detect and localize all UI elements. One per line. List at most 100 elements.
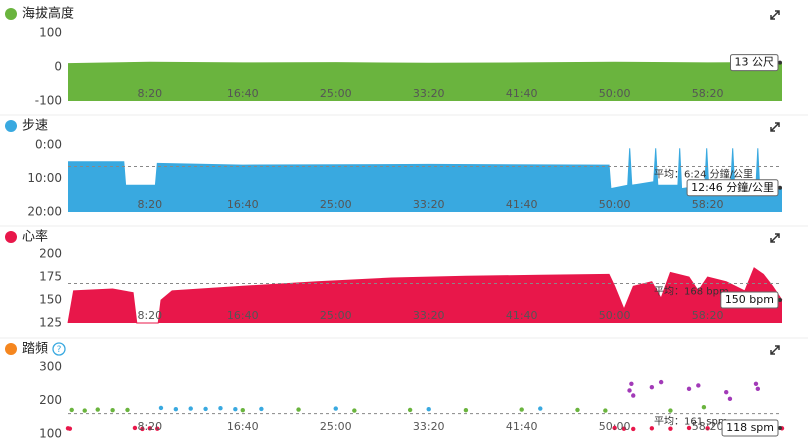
average-label: 平均：161 spm: [654, 416, 728, 428]
cadence-point: [155, 426, 160, 431]
x-tick-label: 50:00: [599, 198, 631, 211]
cadence-point: [333, 406, 338, 411]
x-tick-label: 8:20: [137, 87, 162, 100]
expand-button[interactable]: [770, 122, 780, 132]
y-tick-label: 20:00: [27, 205, 62, 219]
expand-icon: [770, 233, 780, 243]
expand-button[interactable]: [770, 10, 780, 20]
x-tick-label: 8:20: [137, 420, 162, 433]
title-icon: [5, 8, 17, 20]
x-tick-label: 33:20: [413, 309, 445, 322]
cadence-point: [755, 386, 761, 392]
cadence-point: [631, 393, 636, 398]
hover-tooltip: 150 bpm: [720, 291, 779, 309]
y-tick-label: 150: [39, 293, 62, 307]
y-tick-label: 200: [39, 247, 62, 261]
cadence-point: [69, 407, 74, 413]
cadence-point: [649, 426, 655, 431]
hover-marker: [778, 298, 782, 303]
x-tick-label: 25:00: [320, 198, 352, 211]
cadence-point: [233, 407, 238, 412]
cadence-point: [603, 408, 608, 413]
x-tick-label: 25:00: [320, 309, 352, 322]
expand-button[interactable]: [770, 233, 780, 243]
x-tick-label: 41:40: [506, 198, 538, 211]
tooltip-label: 150 bpm: [725, 293, 774, 306]
hover-tooltip: 13 公尺: [730, 54, 779, 72]
y-tick-label: 100: [39, 427, 62, 441]
cadence-point: [686, 386, 692, 392]
area-fill: [68, 267, 782, 323]
hover-marker: [778, 425, 782, 430]
expand-button[interactable]: [770, 345, 780, 355]
cadence-point: [352, 408, 357, 413]
hover-marker: [778, 185, 782, 190]
cadence-point: [575, 407, 580, 413]
x-tick-label: 58:20: [692, 309, 724, 322]
cadence-point: [701, 405, 707, 410]
y-tick-label: 0:00: [35, 138, 62, 152]
cadence-point: [538, 406, 543, 411]
x-tick-label: 41:40: [506, 87, 538, 100]
x-tick-label: 8:20: [137, 198, 162, 211]
cadence-point: [753, 381, 759, 386]
area-fill: [68, 148, 782, 212]
cadence-point: [173, 407, 179, 412]
cadence-point: [686, 425, 692, 431]
cadence-point: [158, 405, 164, 411]
expand-icon: [770, 10, 780, 20]
x-tick-label: 33:20: [413, 87, 445, 100]
y-tick-label: 125: [39, 316, 62, 330]
cadence-point: [110, 408, 115, 413]
tooltip-label: 118 spm: [726, 421, 774, 434]
cadence-point: [658, 379, 664, 385]
cadence-point: [631, 426, 636, 432]
tooltip-box: [730, 54, 779, 72]
cadence-point: [724, 389, 729, 395]
cadence-point: [296, 407, 301, 412]
x-tick-label: 16:40: [227, 198, 259, 211]
y-tick-label: 175: [39, 270, 62, 284]
cadence-point: [668, 408, 673, 413]
y-tick-label: 100: [39, 26, 62, 40]
x-tick-label: 25:00: [320, 420, 352, 433]
hover-tooltip: 12:46 分鐘/公里: [686, 179, 779, 197]
x-tick-label: 41:40: [506, 309, 538, 322]
y-tick-label: -100: [35, 94, 62, 108]
title-icon: [5, 120, 17, 132]
tooltip-box: [721, 419, 779, 437]
x-tick-label: 25:00: [320, 87, 352, 100]
x-tick-label: 58:20: [692, 420, 724, 433]
cadence-point: [188, 406, 193, 411]
title-icon: [5, 231, 17, 243]
cadence-point: [132, 425, 138, 431]
x-tick-label: 33:20: [413, 198, 445, 211]
cadence-point: [95, 407, 100, 412]
cadence-point: [82, 408, 87, 413]
x-tick-label: 50:00: [599, 420, 631, 433]
help-icon[interactable]: ?: [52, 342, 66, 356]
cadence-point: [259, 406, 264, 412]
x-tick-label: 8:20: [137, 309, 162, 322]
x-tick-label: 58:20: [692, 198, 724, 211]
cadence-point: [629, 381, 634, 386]
x-tick-label: 58:20: [692, 87, 724, 100]
x-tick-label: 16:40: [227, 420, 259, 433]
cadence-point: [621, 426, 627, 431]
panel-title: 海拔高度: [22, 6, 74, 22]
panel-title: 踏頻: [22, 342, 48, 357]
x-tick-label: 41:40: [506, 420, 538, 433]
y-tick-label: 300: [39, 360, 62, 374]
cadence-point: [426, 407, 431, 412]
cadence-point: [407, 407, 413, 413]
cadence-point: [147, 426, 153, 431]
x-tick-label: 16:40: [227, 87, 259, 100]
tooltip-box: [686, 179, 779, 197]
hover-marker: [778, 60, 782, 65]
panel-title: 步速: [22, 119, 48, 134]
cadence-point: [463, 408, 469, 413]
y-tick-label: 10:00: [27, 171, 62, 185]
cadence-point: [240, 408, 245, 413]
